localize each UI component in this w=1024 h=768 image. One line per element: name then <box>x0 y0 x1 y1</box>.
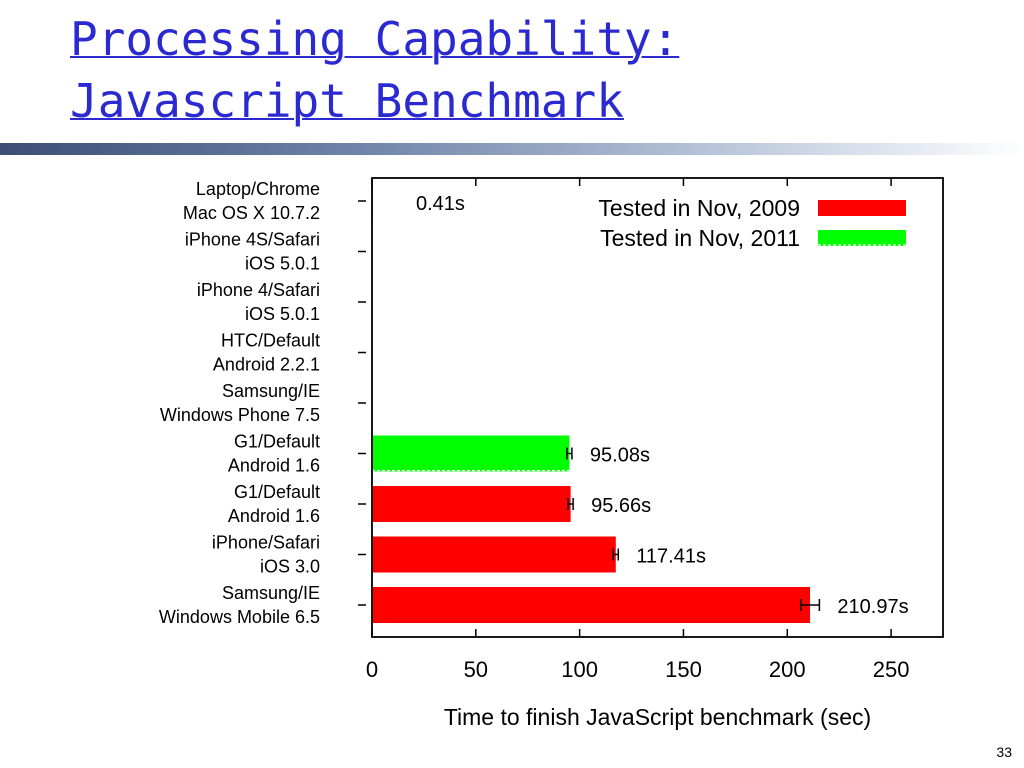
category-label: Android 1.6 <box>228 506 320 526</box>
x-tick-label: 50 <box>464 657 488 682</box>
legend-swatch <box>818 200 906 216</box>
x-tick-label: 0 <box>366 657 378 682</box>
slide-title-line2: Javascript Benchmark <box>70 74 624 128</box>
category-label: G1/Default <box>234 432 320 452</box>
category-label: G1/Default <box>234 482 320 502</box>
category-label: Windows Phone 7.5 <box>160 405 320 425</box>
title-divider-bar <box>0 143 1024 155</box>
bar-nov2009 <box>372 536 616 573</box>
data-label: 0.41s <box>416 193 465 215</box>
data-label: 210.97s <box>837 596 908 618</box>
slide-title-line1: Processing Capability: <box>70 12 680 66</box>
page-number: 33 <box>996 744 1012 760</box>
category-label: Samsung/IE <box>222 381 320 401</box>
data-label: 95.08s <box>590 445 650 467</box>
x-tick-label: 150 <box>665 657 702 682</box>
category-label: Laptop/Chrome <box>196 179 320 199</box>
x-tick-label: 100 <box>561 657 598 682</box>
bar-nov2009 <box>372 486 571 522</box>
legend-label: Tested in Nov, 2009 <box>598 195 800 221</box>
category-label: Android 1.6 <box>228 456 320 476</box>
legend-swatch <box>818 230 906 246</box>
bar-nov2011 <box>372 435 570 472</box>
legend-label: Tested in Nov, 2011 <box>600 225 800 251</box>
category-label: iPhone/Safari <box>212 533 320 553</box>
category-label: iPhone 4S/Safari <box>185 230 320 250</box>
x-tick-label: 250 <box>873 657 910 682</box>
category-label: Windows Mobile 6.5 <box>159 607 320 627</box>
benchmark-bar-chart: Laptop/Chrome Mac OS X 10.7.2 0.41s iPhone … <box>159 177 944 730</box>
category-label: Mac OS X 10.7.2 <box>183 203 320 223</box>
category-label: Samsung/IE <box>222 583 320 603</box>
x-axis-label: Time to finish JavaScript benchmark (sec… <box>444 704 871 730</box>
category-label: iOS 5.0.1 <box>245 304 320 324</box>
category-label: HTC/Default <box>221 331 320 351</box>
data-label: 117.41s <box>636 546 706 568</box>
plot-frame <box>371 177 944 638</box>
data-label: 95.66s <box>591 495 651 517</box>
category-label: iPhone 4/Safari <box>197 280 320 300</box>
category-label: iOS 5.0.1 <box>245 254 320 274</box>
bar-nov2009 <box>372 587 811 623</box>
category-label: Android 2.2.1 <box>213 355 320 375</box>
category-label: iOS 3.0 <box>260 557 320 577</box>
slide-title: Processing Capability: Javascript Benchm… <box>70 8 970 132</box>
x-tick-label: 200 <box>769 657 806 682</box>
